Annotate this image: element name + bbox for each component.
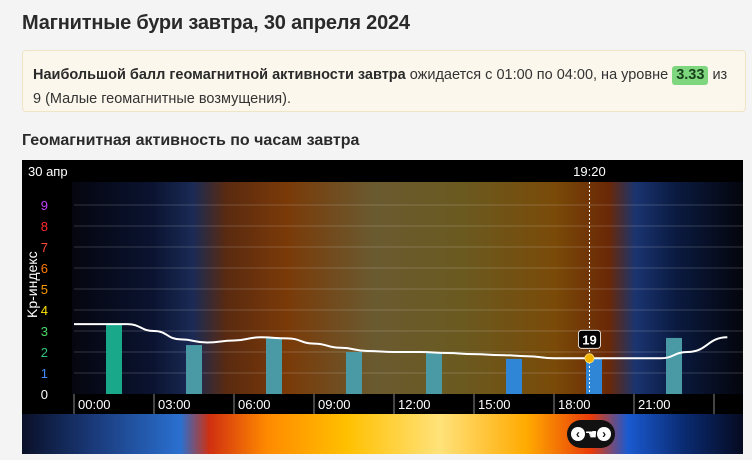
timeline-slider[interactable]: ‹ ☚ › <box>22 414 743 454</box>
kp-bar <box>106 324 122 394</box>
slider-handle[interactable]: ‹ ☚ › <box>567 420 615 448</box>
summary-text: ожидается с 01:00 по 04:00, на уровне <box>405 67 673 83</box>
x-tick-label: 09:00 <box>318 397 351 412</box>
kp-bar <box>586 358 602 394</box>
x-tick-label: 18:00 <box>558 397 591 412</box>
y-tick-label: 3 <box>41 324 48 339</box>
summary-box: Наибольшой балл геомагнитной активности … <box>22 50 746 112</box>
x-axis-strip <box>74 394 743 414</box>
y-tick-label: 8 <box>41 219 48 234</box>
y-tick-label: 6 <box>41 261 48 276</box>
summary-bold-text: Наибольшой балл геомагнитной активности … <box>33 67 406 83</box>
kp-bar <box>266 337 282 394</box>
y-tick-label: 1 <box>41 366 48 381</box>
hand-pointer-icon: ☚ <box>584 426 598 442</box>
current-value-label: 19 <box>582 332 596 347</box>
kp-trend-line <box>74 323 728 360</box>
x-tick-label: 00:00 <box>78 397 111 412</box>
kp-chart-svg: 0 1 2 3 4 5 6 7 8 9 00:00 03:00 06:00 09:00 12:00 15:00… <box>22 160 743 414</box>
page-title: Магнитные бури завтра, 30 апреля 2024 <box>22 12 410 34</box>
summary-text-after: из 9 (Малые геомагнитные возмущения). <box>33 67 728 107</box>
y-axis-title: Kp-индекс <box>24 251 40 318</box>
chevron-left-icon[interactable]: ‹ <box>571 427 585 441</box>
current-time-label: 19:20 <box>573 164 606 179</box>
x-tick-label: 06:00 <box>238 397 271 412</box>
x-tick-label: 15:00 <box>478 397 511 412</box>
y-tick-label: 2 <box>41 345 48 360</box>
section-title: Геомагнитная активность по часам завтра <box>22 132 360 149</box>
kp-bar <box>506 358 522 394</box>
sun-icon <box>584 353 595 364</box>
y-tick-label: 0 <box>41 387 48 402</box>
kp-value-badge: 3.33 <box>672 66 709 85</box>
kp-bar <box>186 345 202 394</box>
y-tick-label: 5 <box>41 282 48 297</box>
kp-bar <box>346 352 362 394</box>
x-tick-label: 12:00 <box>398 397 431 412</box>
y-tick-label: 9 <box>41 198 48 213</box>
kp-chart[interactable]: 0 1 2 3 4 5 6 7 8 9 00:00 03:00 06:00 09:00 12:00 15:00… <box>22 160 743 414</box>
timeline-gradient <box>22 414 743 454</box>
current-value-box <box>578 329 601 349</box>
kp-bar <box>666 337 682 394</box>
chart-header-strip <box>22 160 743 182</box>
kp-bar <box>426 352 442 394</box>
y-tick-label: 7 <box>41 240 48 255</box>
y-tick-label: 4 <box>41 303 48 318</box>
x-tick-label: 21:00 <box>638 397 671 412</box>
chevron-right-icon[interactable]: › <box>597 427 611 441</box>
chart-date-label: 30 апр <box>28 164 68 179</box>
x-tick-label: 03:00 <box>158 397 191 412</box>
chart-background <box>72 182 743 394</box>
